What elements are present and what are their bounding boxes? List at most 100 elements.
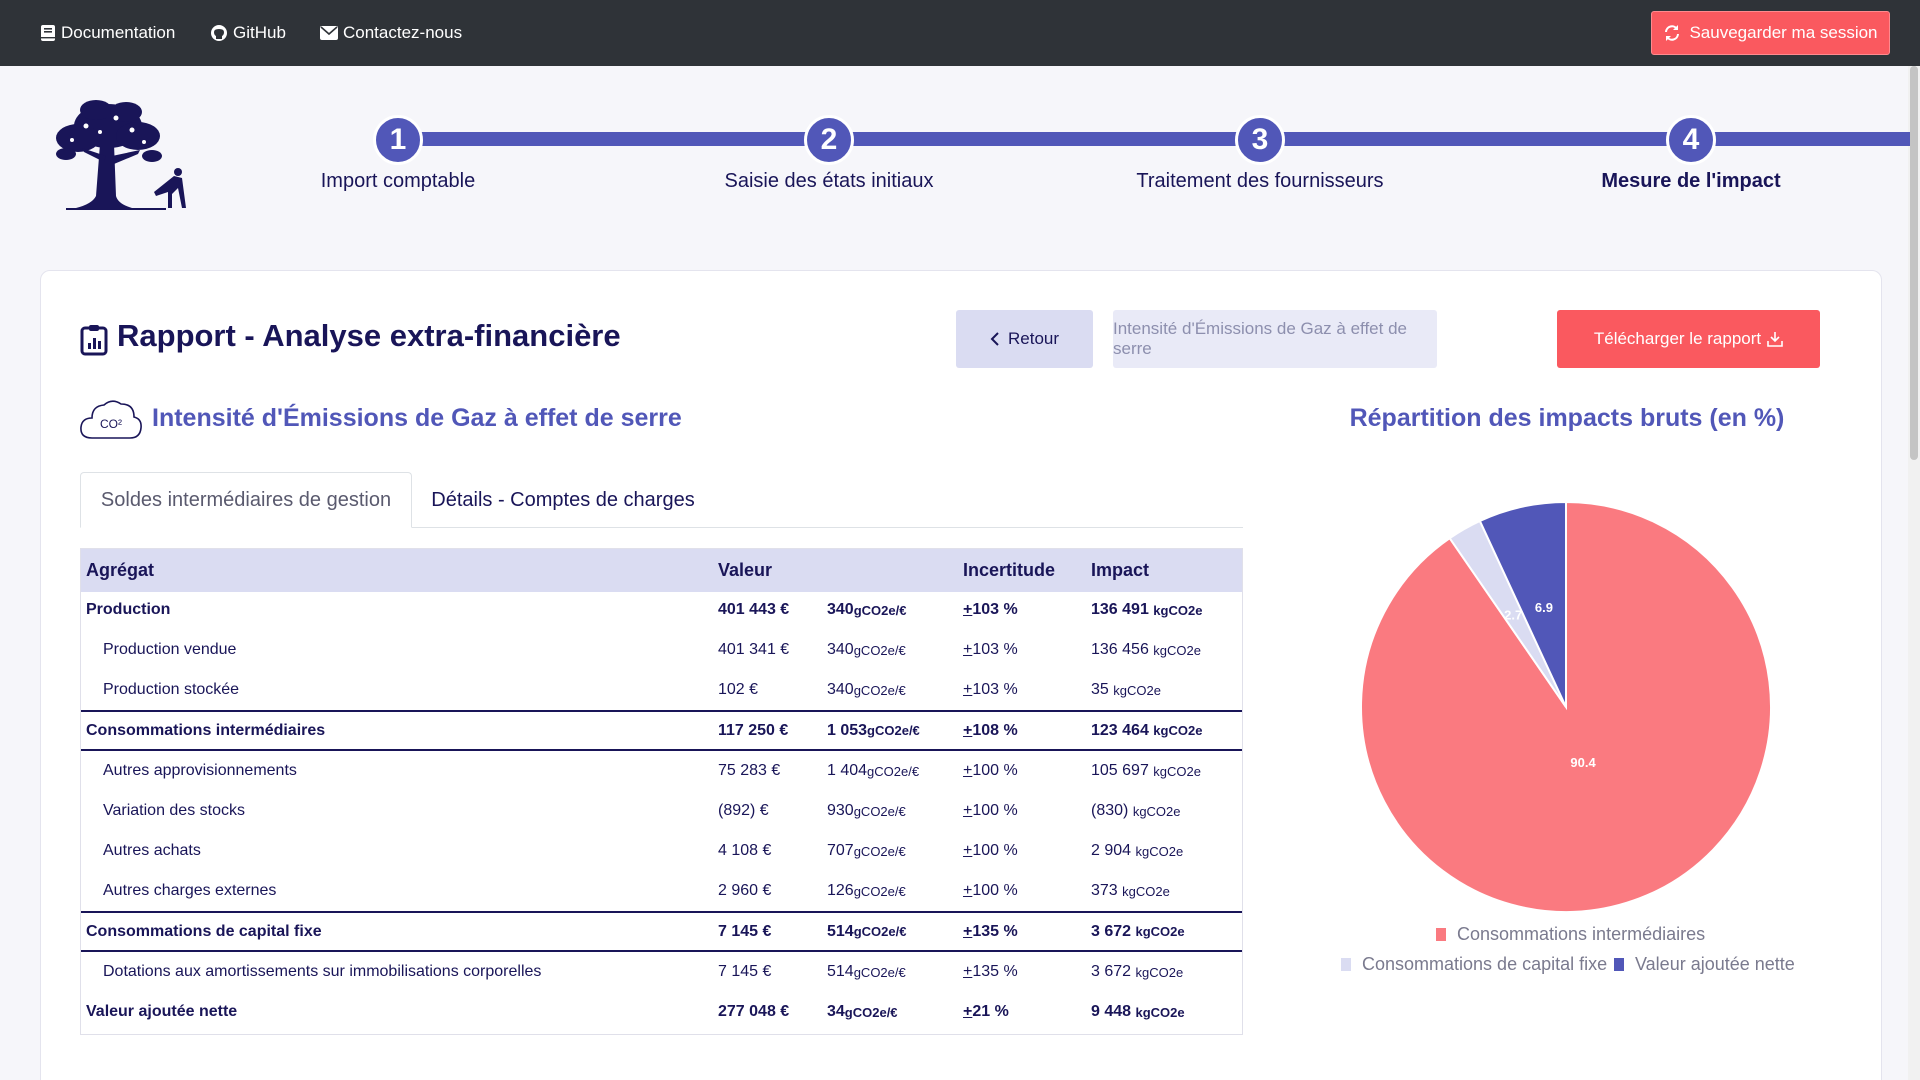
plus-minus-sign: + [963,681,973,698]
github-label: GitHub [233,23,286,42]
step-2-label[interactable]: Saisie des états initiaux [724,170,934,192]
table-row: Production vendue 401 341 € 340 gCO2e/€ + 10… [81,630,1242,670]
impact-unit: kgCO2e [1153,763,1201,779]
download-report-button[interactable]: Télécharger le rapport [1557,310,1820,368]
intensity-value: 1 404 [827,762,868,779]
uncertainty-value: 135 % [972,963,1018,980]
co2-cloud-icon: CO² [80,400,142,439]
uncertainty-value: 100 % [972,762,1018,779]
row-impact: 3 672 kgCO2e [1091,952,1183,992]
plus-minus-sign: + [963,882,973,899]
row-intensity: 340 gCO2e/€ [827,590,906,630]
uncertainty-value: 103 % [972,681,1018,698]
page-title: Rapport - Analyse extra-financière [117,318,621,353]
legend-label: Valeur ajoutée nette [1635,954,1795,974]
contact-label: Contactez-nous [343,23,463,42]
tree-logo [56,100,186,210]
row-impact: 9 448 kgCO2e [1091,992,1185,1032]
row-label: Autres approvisionnements [103,762,297,779]
intensity-unit: gCO2e/€ [853,803,906,819]
step-3-circle[interactable]: 3 [1235,115,1285,165]
row-label: Autres charges externes [103,882,277,899]
step-4-label[interactable]: Mesure de l'impact [1601,170,1781,192]
impact-unit: kgCO2e [1153,602,1203,618]
github-link[interactable]: GitHub [210,22,286,44]
plus-minus-sign: + [963,641,973,658]
impact-value: 3 672 [1091,922,1132,940]
page-scrollbar[interactable] [1908,66,1920,1080]
row-label: Production [86,601,171,618]
row-uncertainty: + 100 % [963,791,1018,831]
row-uncertainty: + 103 % [963,630,1018,670]
legend-item[interactable]: Consommations intermédiaires [1436,924,1705,945]
chart-title: Répartition des impacts bruts (en %) [1349,404,1785,432]
chevron-left-icon [990,332,999,346]
step-2-circle[interactable]: 2 [804,115,854,165]
row-intensity: 1 404 gCO2e/€ [827,751,919,791]
impact-value: 373 [1091,882,1118,899]
tab-details-comptes[interactable]: Détails - Comptes de charges [431,488,695,511]
uncertainty-value: 100 % [972,882,1018,899]
stepper-progress-line [398,132,1910,146]
plus-minus-sign: + [963,762,973,779]
intensity-value: 126 [827,882,854,899]
row-value: 7 145 € [718,963,772,980]
impact-pie-chart: 90.4 2.7 6.9 [1360,500,1772,913]
uncertainty-value: 103 % [972,641,1018,658]
tab-soldes-intermediaires[interactable]: Soldes intermédiaires de gestion [80,472,412,528]
plus-minus-sign: + [963,1003,973,1020]
table-header: Agrégat Valeur Incertitude Impact [81,549,1242,592]
step-1-circle[interactable]: 1 [373,115,423,165]
intensity-unit: gCO2e/€ [867,723,920,738]
step-1-label[interactable]: Import comptable [320,170,476,192]
step-4-circle[interactable]: 4 [1666,115,1716,165]
download-icon [1767,332,1783,347]
row-value: 2 960 € [718,882,772,899]
indicator-selector-button[interactable]: Intensité d'Émissions de Gaz à effet de … [1113,310,1437,368]
documentation-label: Documentation [61,23,176,42]
intensity-value: 1 053 [827,721,868,739]
impact-unit: kgCO2e [1113,682,1161,698]
uncertainty-value: 135 % [972,922,1018,940]
section-title: Intensité d'Émissions de Gaz à effet de … [152,404,682,432]
contact-link[interactable]: Contactez-nous [320,22,462,44]
documentation-link[interactable]: Documentation [40,22,175,44]
save-session-button[interactable]: Sauvegarder ma session [1651,11,1890,55]
intensity-unit: gCO2e/€ [853,924,907,939]
back-button[interactable]: Retour [956,310,1093,368]
row-label: Production stockée [103,681,240,698]
impact-unit: kgCO2e [1135,924,1185,939]
row-intensity: 514 gCO2e/€ [827,952,906,992]
row-intensity: 707 gCO2e/€ [827,831,906,871]
top-navbar: Documentation GitHub Contactez-nous Sauv… [0,0,1920,66]
plus-minus-sign: + [963,842,973,859]
pie-slice-valeur-ajoutee[interactable] [1478,500,1567,708]
row-uncertainty: + 21 % [963,992,1009,1032]
impact-value: 136 491 [1091,601,1149,618]
legend-label: Consommations de capital fixe [1362,954,1608,974]
row-impact: 105 697 kgCO2e [1091,751,1201,791]
intensity-value: 340 [827,601,854,618]
table-row: Valeur ajoutée nette 277 048 € 34 gCO2e/€ + … [81,992,1242,1032]
table-row: Consommations intermédiaires 117 250 € 1 0… [81,710,1242,751]
intensity-unit: gCO2e/€ [853,602,907,618]
row-label: Valeur ajoutée nette [86,1003,238,1020]
row-uncertainty: + 100 % [963,751,1018,791]
impact-value: (830) [1091,802,1129,819]
legend-swatch [1341,958,1351,971]
table-row: Autres charges externes 2 960 € 126 gCO2e/€… [81,871,1242,911]
intensity-unit: gCO2e/€ [853,964,906,980]
plus-minus-sign: + [963,963,973,980]
row-uncertainty: + 135 % [963,913,1018,950]
tabs-underline [80,527,1243,528]
scrollbar-thumb[interactable] [1910,66,1918,460]
intensity-value: 514 [827,963,854,980]
legend-item[interactable]: Consommations de capital fixe [1341,954,1607,975]
table-row: Consommations de capital fixe 7 145 € 514 g… [81,911,1242,952]
step-3-label[interactable]: Traitement des fournisseurs [1136,170,1384,192]
plus-minus-sign: + [963,802,973,819]
row-impact: 123 464 kgCO2e [1091,712,1202,749]
legend-item[interactable]: Valeur ajoutée nette [1614,954,1795,975]
row-intensity: 340 gCO2e/€ [827,630,906,670]
table-row: Production 401 443 € 340 gCO2e/€ + 103 % 136 … [81,590,1242,630]
